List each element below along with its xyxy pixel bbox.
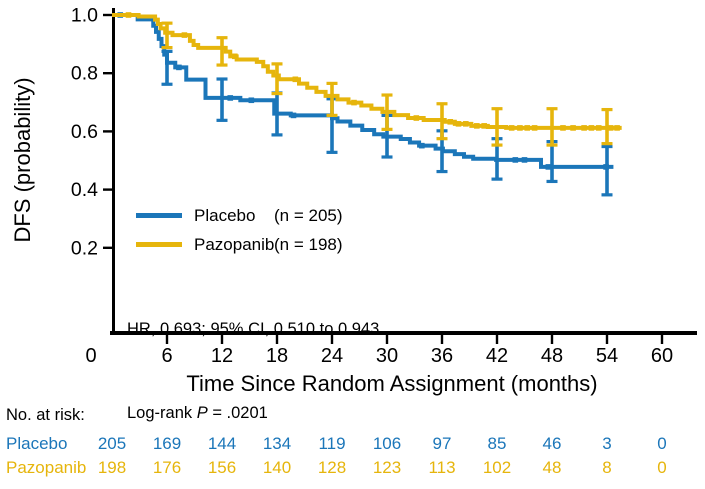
risk-count: 169 [152,434,182,453]
logrank-stat: Log-rank P = .0201 [127,399,379,427]
risk-count: 198 [97,458,127,477]
km-curve [112,13,622,130]
legend-n-count: (n = 198) [274,234,343,254]
risk-row-label: Placebo [6,434,68,453]
risk-count: 8 [602,458,612,477]
censor-mark [524,125,531,131]
risk-count: 97 [432,434,452,453]
x-tick-label: 48 [541,345,563,367]
censor-mark [595,125,602,131]
risk-count: 0 [657,434,667,453]
hr-stat: HR, 0.693; 95% CI, 0.510 to 0.943 [127,320,380,338]
risk-count: 205 [97,434,127,453]
stats-block: HR, 0.693; 95% CI, 0.510 to 0.943 Log-ra… [127,259,379,483]
censor-mark [512,157,519,163]
legend-swatch [136,213,182,218]
censor-mark [290,112,297,119]
risk-count: 140 [262,458,292,477]
x-tick-label: 30 [376,345,398,367]
y-tick-label: 0.8 [71,63,98,85]
p-value: = .0201 [207,404,268,422]
risk-count: 85 [487,434,507,453]
risk-count: 106 [372,434,402,453]
censor-mark [125,12,132,18]
legend-swatch [136,242,182,247]
series-pazopanib [112,12,622,147]
legend: Placebo (n = 205) Pazopanib (n = 198) [136,201,343,259]
risk-count: 46 [542,434,562,453]
censor-mark [603,164,609,170]
logrank-prefix: Log-rank [127,404,197,422]
risk-count: 0 [657,458,667,477]
y-tick-label: 0.2 [71,237,98,259]
legend-label: Pazopanib [194,234,275,254]
risk-count: 48 [542,458,562,477]
risk-count: 3 [602,434,612,453]
risk-count: 144 [207,434,237,453]
legend-item-pazopanib: Pazopanib (n = 198) [136,230,343,259]
risk-row-label: Pazopanib [6,458,87,477]
risk-count: 102 [482,458,512,477]
censor-mark [581,125,587,131]
risk-row-pazopanib: Pazopanib 198 176 156 140 128 123 113 102 48 8 0 [0,458,705,478]
censor-mark [455,121,462,127]
censor-mark [176,64,182,71]
censor-mark [607,125,614,131]
risk-count: 119 [318,434,346,453]
x-tick-label: 54 [596,345,618,367]
y-tick-label: 0.4 [71,179,98,201]
risk-count: 176 [152,458,182,477]
censor-mark [463,121,469,127]
x-tick-label: 18 [266,345,288,367]
risk-table-title: No. at risk: [6,406,85,424]
censor-mark [227,95,234,101]
censor-mark [351,99,357,106]
risk-count: 128 [317,458,347,477]
censor-mark [181,32,188,38]
censor-mark [481,123,487,129]
x-tick-label: 6 [161,345,172,367]
censor-mark [614,125,620,131]
censor-mark [474,123,480,129]
censor-mark [232,53,238,60]
censor-mark [447,118,454,125]
km-curve [112,13,614,169]
risk-count: 123 [372,458,402,477]
risk-count: 134 [262,434,292,453]
censor-mark [521,157,528,163]
y-tick-label: 0.6 [71,121,98,143]
censor-mark [413,115,420,121]
x-tick-label: 0 [85,345,96,367]
legend-item-placebo: Placebo (n = 205) [136,201,343,230]
legend-label: Placebo [194,205,256,225]
x-tick-label: 60 [651,345,673,367]
x-tick-label: 12 [211,345,233,367]
censor-mark [248,97,255,104]
x-tick-label: 24 [321,345,343,367]
censor-mark [588,125,595,131]
censor-mark [560,125,566,131]
censor-mark [570,125,576,131]
x-tick-label: 36 [431,345,453,367]
km-chart: 1.0 0.8 0.6 0.4 0.2 0 6 12 18 24 30 36 42 48 54 60 Time … [10,5,697,396]
censor-mark [292,76,299,83]
risk-count: 156 [207,458,237,477]
censor-mark [419,142,425,149]
risk-row-placebo: Placebo 205 169 144 134 119 106 97 85 46 3 0 [0,434,705,454]
censor-mark [545,164,552,170]
y-axis-title: DFS (probability) [10,77,35,242]
risk-count: 113 [428,458,456,477]
y-tick-label: 1.0 [71,5,98,27]
censor-mark [508,125,515,131]
censor-mark [517,125,523,131]
x-axis-title: Time Since Random Assignment (months) [186,371,597,396]
censor-mark [531,125,538,131]
p-symbol: P [196,404,208,422]
axes: 1.0 0.8 0.6 0.4 0.2 0 6 12 18 24 30 36 42 48 54 60 Time … [10,5,697,396]
legend-n-count: (n = 205) [274,205,343,225]
x-tick-label: 42 [486,345,508,367]
